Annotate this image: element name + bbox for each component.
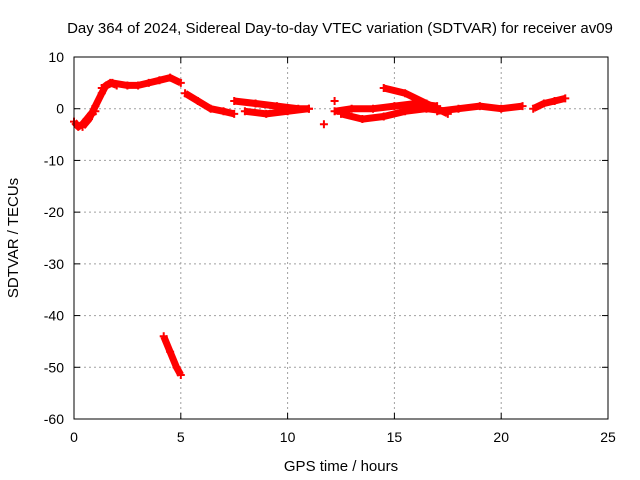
y-tick-label: 10 xyxy=(48,49,64,65)
y-tick-labels: 10 0 -10 -20 -30 -40 -50 -60 xyxy=(44,49,64,427)
y-tick-label: 0 xyxy=(56,101,64,117)
data-point xyxy=(433,107,442,116)
data-point xyxy=(347,104,356,113)
data-point xyxy=(497,104,506,113)
series-arc-4 xyxy=(181,89,239,118)
plot-frame xyxy=(73,56,609,420)
y-tick-label: -40 xyxy=(44,308,64,324)
y-tick-label: -10 xyxy=(44,152,64,168)
y-tick-label: -30 xyxy=(44,256,64,272)
series-arc-6 xyxy=(240,104,313,118)
data-point xyxy=(172,363,181,372)
data-point xyxy=(78,122,87,131)
data-point xyxy=(379,84,388,93)
data-point xyxy=(337,109,345,118)
data-point xyxy=(330,96,339,105)
data-point xyxy=(539,99,548,108)
chart-title: Day 364 of 2024, Sidereal Day-to-day VTE… xyxy=(67,20,613,37)
x-tick-labels: 0 5 10 15 20 25 xyxy=(70,429,616,445)
tick-marks xyxy=(73,56,609,420)
data-point xyxy=(134,81,143,90)
data-point xyxy=(84,115,93,124)
data-point xyxy=(272,102,281,111)
data-point xyxy=(401,89,410,98)
data-point xyxy=(475,102,484,111)
y-tick-label: -60 xyxy=(44,411,64,427)
series-layer xyxy=(70,73,570,380)
data-point xyxy=(330,107,339,116)
data-point xyxy=(454,104,463,113)
series-arc-12 xyxy=(159,332,185,380)
data-point xyxy=(422,99,431,108)
data-point xyxy=(390,102,399,111)
data-point xyxy=(561,94,570,103)
data-point xyxy=(155,76,164,85)
data-point xyxy=(159,332,168,341)
data-point xyxy=(283,107,292,116)
x-tick-label: 20 xyxy=(493,429,509,445)
data-point xyxy=(108,78,117,87)
y-axis-label: SDTVAR / TECUs xyxy=(5,178,22,298)
data-point xyxy=(230,96,239,105)
data-point xyxy=(219,107,228,116)
data-point xyxy=(144,78,153,87)
data-point xyxy=(319,120,328,129)
data-point xyxy=(176,78,185,87)
y-tick-label: -50 xyxy=(44,359,64,375)
x-axis-label: GPS time / hours xyxy=(284,458,398,475)
data-point xyxy=(97,84,106,93)
data-point xyxy=(262,109,271,118)
x-tick-label: 5 xyxy=(177,429,185,445)
data-point xyxy=(181,89,190,98)
data-point xyxy=(166,347,175,356)
data-point xyxy=(123,81,132,90)
data-point xyxy=(518,102,527,111)
series-band xyxy=(79,79,118,130)
series-band xyxy=(244,105,310,118)
series-arc-3 xyxy=(97,73,185,93)
data-point xyxy=(206,104,215,113)
data-point xyxy=(193,96,202,105)
series-band xyxy=(160,334,184,377)
series-arc-11 xyxy=(529,94,570,113)
data-point xyxy=(91,102,100,111)
data-point xyxy=(379,112,388,121)
data-point xyxy=(176,371,185,380)
x-tick-label: 0 xyxy=(70,429,78,445)
data-point xyxy=(166,73,175,82)
data-point xyxy=(401,107,410,116)
data-point xyxy=(529,104,538,113)
data-point xyxy=(230,109,239,118)
x-tick-label: 25 xyxy=(600,429,616,445)
data-point xyxy=(369,104,378,113)
data-point xyxy=(251,99,260,108)
data-point xyxy=(240,107,249,116)
data-point xyxy=(304,104,313,113)
data-point xyxy=(550,96,559,105)
series-band xyxy=(531,94,567,112)
data-point xyxy=(358,115,367,124)
y-tick-label: -20 xyxy=(44,204,64,220)
x-tick-label: 10 xyxy=(280,429,296,445)
x-tick-label: 15 xyxy=(387,429,403,445)
series-arc-10 xyxy=(433,102,527,116)
